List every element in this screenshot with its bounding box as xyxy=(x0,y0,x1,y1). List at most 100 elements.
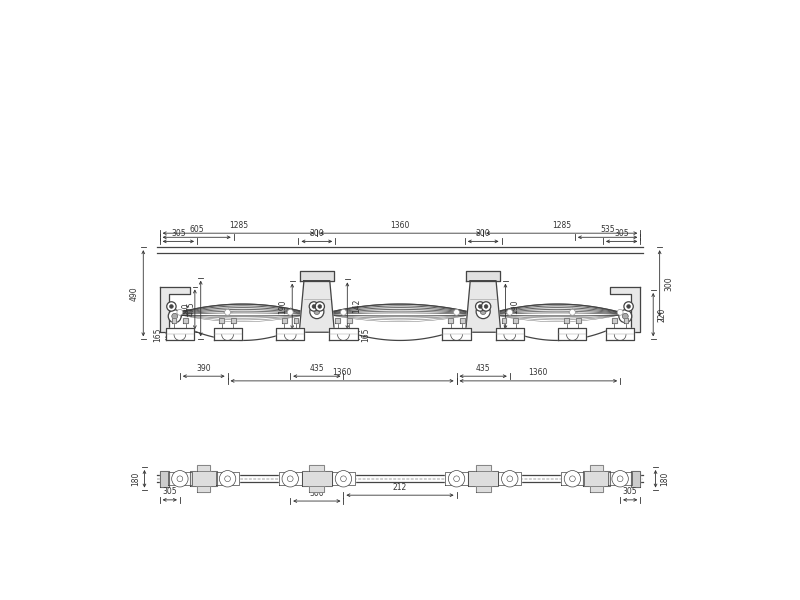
Circle shape xyxy=(282,470,298,487)
Polygon shape xyxy=(219,318,224,323)
Text: 305: 305 xyxy=(623,487,638,496)
Polygon shape xyxy=(624,318,628,323)
Polygon shape xyxy=(590,487,603,492)
Text: 180: 180 xyxy=(660,472,670,486)
Polygon shape xyxy=(496,328,524,340)
Polygon shape xyxy=(299,281,334,332)
Circle shape xyxy=(177,476,182,482)
Text: 165: 165 xyxy=(154,328,162,343)
Polygon shape xyxy=(332,472,355,485)
Text: 1285: 1285 xyxy=(552,221,571,230)
Polygon shape xyxy=(476,465,490,471)
Polygon shape xyxy=(197,487,210,492)
Circle shape xyxy=(172,313,178,319)
Polygon shape xyxy=(216,472,239,485)
Polygon shape xyxy=(564,318,569,323)
Circle shape xyxy=(624,302,634,311)
Polygon shape xyxy=(468,471,498,487)
Polygon shape xyxy=(514,318,518,323)
Text: 180: 180 xyxy=(130,472,140,486)
Polygon shape xyxy=(610,287,640,332)
Circle shape xyxy=(225,310,230,315)
Polygon shape xyxy=(157,247,643,253)
Text: 305: 305 xyxy=(614,229,629,238)
Text: 220: 220 xyxy=(658,307,667,322)
Polygon shape xyxy=(282,318,286,323)
Circle shape xyxy=(287,310,293,315)
Polygon shape xyxy=(583,471,610,487)
Text: 1285: 1285 xyxy=(229,221,248,230)
Polygon shape xyxy=(300,271,334,281)
Polygon shape xyxy=(448,318,453,323)
Text: 190: 190 xyxy=(278,299,287,314)
Circle shape xyxy=(166,302,176,311)
Text: 605: 605 xyxy=(190,225,204,234)
Circle shape xyxy=(335,470,352,487)
Polygon shape xyxy=(335,318,340,323)
Circle shape xyxy=(177,310,183,315)
Polygon shape xyxy=(183,318,188,323)
Polygon shape xyxy=(172,318,176,323)
Circle shape xyxy=(617,310,623,315)
Circle shape xyxy=(502,470,518,487)
Polygon shape xyxy=(160,287,190,332)
Circle shape xyxy=(172,470,188,487)
Circle shape xyxy=(287,476,293,482)
Circle shape xyxy=(507,476,513,482)
Polygon shape xyxy=(502,318,506,323)
Circle shape xyxy=(219,470,236,487)
Polygon shape xyxy=(460,318,465,323)
Polygon shape xyxy=(310,487,324,492)
Polygon shape xyxy=(294,318,298,323)
Polygon shape xyxy=(609,472,632,485)
Text: 435: 435 xyxy=(310,364,324,373)
Circle shape xyxy=(475,302,485,311)
Polygon shape xyxy=(190,471,217,487)
Polygon shape xyxy=(197,465,210,471)
Circle shape xyxy=(454,476,459,482)
Polygon shape xyxy=(276,328,304,340)
Text: 300: 300 xyxy=(310,229,324,238)
Circle shape xyxy=(170,305,174,308)
Text: 1360: 1360 xyxy=(332,368,352,377)
Polygon shape xyxy=(606,328,634,340)
Circle shape xyxy=(618,476,623,482)
Circle shape xyxy=(507,310,513,315)
Circle shape xyxy=(168,310,181,323)
Circle shape xyxy=(478,305,482,308)
Circle shape xyxy=(480,308,486,314)
Text: 190: 190 xyxy=(181,302,190,317)
Text: 165: 165 xyxy=(361,328,370,343)
Circle shape xyxy=(484,305,488,308)
Circle shape xyxy=(626,305,630,308)
Polygon shape xyxy=(631,470,640,487)
Polygon shape xyxy=(612,318,617,323)
Polygon shape xyxy=(466,271,500,281)
Polygon shape xyxy=(166,328,194,340)
Text: 305: 305 xyxy=(162,487,177,496)
Polygon shape xyxy=(231,318,236,323)
Circle shape xyxy=(564,470,581,487)
Circle shape xyxy=(318,305,322,308)
Circle shape xyxy=(225,476,230,482)
Text: 1360: 1360 xyxy=(390,221,410,230)
Polygon shape xyxy=(278,472,302,485)
Circle shape xyxy=(310,305,324,319)
Polygon shape xyxy=(214,328,242,340)
Text: 300: 300 xyxy=(476,229,490,238)
Polygon shape xyxy=(590,465,603,471)
Text: 475: 475 xyxy=(187,301,196,316)
Circle shape xyxy=(341,476,346,482)
Circle shape xyxy=(622,313,628,319)
Text: 305: 305 xyxy=(171,229,186,238)
Circle shape xyxy=(570,476,575,482)
Text: 142: 142 xyxy=(352,299,361,313)
Text: 1360: 1360 xyxy=(529,368,548,377)
Text: 390: 390 xyxy=(197,364,211,373)
Circle shape xyxy=(310,302,318,311)
Polygon shape xyxy=(302,471,332,487)
Circle shape xyxy=(341,310,346,315)
Circle shape xyxy=(448,470,465,487)
Polygon shape xyxy=(576,318,581,323)
Polygon shape xyxy=(330,328,358,340)
